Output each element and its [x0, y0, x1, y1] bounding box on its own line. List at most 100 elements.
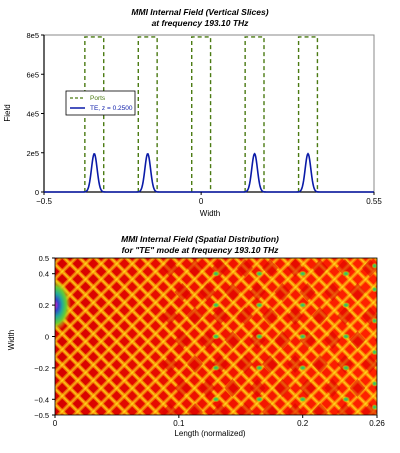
interference-diamond	[337, 403, 353, 415]
field-series	[44, 152, 374, 193]
interference-diamond	[187, 307, 203, 325]
interference-diamond	[187, 259, 203, 277]
heatmap-x-tick-label: 0.1	[173, 419, 185, 428]
edge-spot	[371, 380, 377, 387]
interference-spot	[342, 270, 351, 277]
legend-ports-label: Ports	[90, 95, 106, 102]
interference-spot	[255, 364, 264, 371]
interference-diamond	[162, 307, 178, 325]
interference-spot	[298, 364, 307, 371]
interference-spot	[342, 396, 351, 403]
interference-diamond	[299, 283, 316, 301]
heatmap-y-tick-label: 0.4	[39, 270, 49, 279]
interference-diamond	[174, 379, 191, 397]
interference-diamond	[349, 331, 366, 349]
heatmap-x-axis-label: Length (normalized)	[174, 429, 245, 438]
edge-spot	[371, 404, 377, 411]
interference-spot	[255, 302, 264, 309]
y-ticks: 0 2e5 4e5 6e5 8e5	[26, 31, 44, 197]
interference-spot	[212, 396, 220, 403]
interference-diamond	[287, 259, 303, 277]
interference-spots	[212, 262, 377, 411]
interference-diamond	[224, 283, 241, 301]
port-outline-3	[191, 36, 212, 192]
heatmap-y-tick-label: 0.5	[39, 254, 49, 263]
interference-diamond	[337, 307, 353, 325]
y-tick-label: 4e5	[26, 110, 39, 119]
interference-diamond	[362, 355, 377, 373]
interference-spot	[298, 396, 307, 403]
interference-spot	[298, 302, 307, 309]
interference-diamond	[362, 403, 377, 415]
interference-diamond	[199, 379, 216, 397]
interference-diamond	[312, 355, 328, 373]
x-tick-label: 0.55	[366, 197, 382, 206]
interference-diamond	[187, 403, 203, 415]
interference-spot	[255, 333, 264, 340]
interference-diamonds	[162, 259, 377, 415]
x-tick-label: −0.5	[36, 197, 52, 206]
interference-diamond	[212, 403, 228, 415]
legend-field-label: TE, z = 0.2500	[90, 105, 133, 112]
interference-spot	[298, 333, 307, 340]
interference-spot	[212, 270, 220, 277]
port-outline-4	[244, 36, 265, 192]
interference-diamond	[174, 331, 191, 349]
x-tick-label: 0	[199, 197, 204, 206]
interference-diamond	[274, 331, 291, 349]
heatmap-subtitle: for "TE" mode at frequency 193.10 THz	[121, 245, 279, 255]
interference-spot	[255, 270, 264, 277]
spatial-distribution-chart: −0.5 −0.4 −0.2 0 0.2 0.4 0.5 0 0.1 0.2 0.26 Lengt…	[7, 254, 385, 438]
heatmap-y-tick-label: −0.2	[34, 364, 49, 373]
x-axis-label: Width	[200, 209, 220, 218]
spatial-distribution-panel: MMI Internal Field (Spatial Distribution…	[0, 222, 400, 453]
interference-diamond	[262, 307, 278, 325]
edge-spot	[371, 349, 377, 356]
heatmap-y-tick-label: 0	[45, 333, 49, 342]
interference-spot	[212, 364, 220, 371]
interference-diamond	[324, 283, 341, 301]
interference-diamond	[174, 283, 191, 301]
edge-spot	[371, 286, 377, 293]
interference-diamond	[187, 355, 203, 373]
edge-spot	[371, 262, 377, 269]
y-tick-label: 8e5	[26, 31, 39, 40]
interference-diamond	[324, 379, 341, 397]
interference-diamond	[312, 259, 328, 277]
interference-diamond	[299, 379, 316, 397]
interference-spot	[298, 270, 307, 277]
interference-diamond	[287, 307, 303, 325]
interference-diamond	[287, 403, 303, 415]
heatmap-x-ticks: 0 0.1 0.2 0.26	[53, 415, 385, 428]
interference-diamond	[262, 259, 278, 277]
interference-diamond	[249, 283, 266, 301]
heatmap-x-tick-label: 0.26	[369, 419, 385, 428]
interference-diamond	[312, 403, 328, 415]
edge-spot	[371, 317, 377, 324]
x-ticks: −0.5 0 0.55	[36, 192, 382, 206]
interference-diamond	[262, 355, 278, 373]
heatmap-y-tick-label: 0.2	[39, 301, 49, 310]
interference-diamond	[212, 307, 228, 325]
interference-diamond	[199, 331, 216, 349]
interference-spot	[212, 302, 220, 309]
heatmap-y-tick-label: −0.4	[34, 395, 49, 404]
chart-title: MMI Internal Field (Vertical Slices)	[131, 7, 269, 17]
interference-diamond	[224, 331, 241, 349]
interference-diamond	[324, 331, 341, 349]
heatmap-x-tick-label: 0.2	[297, 419, 309, 428]
interference-diamond	[162, 259, 178, 277]
port-outline-5	[297, 36, 319, 192]
interference-diamond	[237, 259, 253, 277]
y-tick-label: 2e5	[26, 149, 39, 158]
interference-diamond	[162, 403, 178, 415]
heatmap-title: MMI Internal Field (Spatial Distribution…	[121, 234, 279, 244]
chart-subtitle: at frequency 193.10 THz	[151, 18, 249, 28]
interference-diamond	[262, 403, 278, 415]
interference-diamond	[349, 283, 366, 301]
legend: Ports TE, z = 0.2500	[65, 90, 136, 116]
interference-diamond	[237, 355, 253, 373]
source-hotspot	[55, 279, 71, 332]
